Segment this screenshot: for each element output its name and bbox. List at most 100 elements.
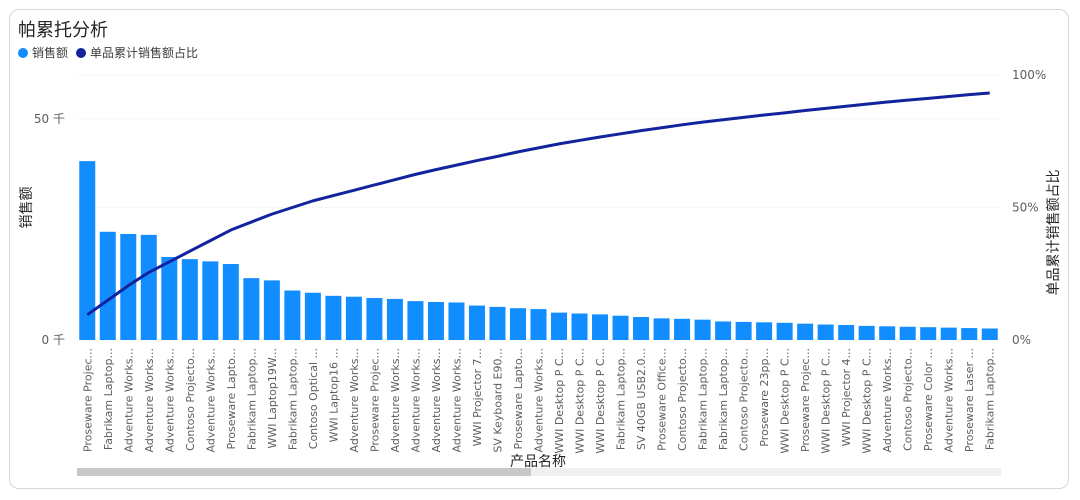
x-tick-label: Proseware Laser ...: [963, 348, 976, 452]
y-axis-title: 销售额: [19, 187, 35, 229]
y-tick-label: 0 千: [42, 333, 65, 347]
bar-sales[interactable]: [920, 327, 937, 340]
y2-tick-label: 100%: [1012, 68, 1046, 82]
bar-sales[interactable]: [366, 298, 383, 340]
bar-sales[interactable]: [345, 296, 362, 340]
x-tick-label: Adventure Works...: [204, 348, 217, 452]
bar-sales[interactable]: [858, 325, 875, 340]
x-tick-label: Fabrikam Laptop...: [102, 348, 115, 450]
x-tick-label: Adventure Works...: [943, 348, 956, 452]
bar-sales[interactable]: [202, 261, 219, 340]
y2-axis-title: 单品累计销售额占比: [1046, 170, 1062, 296]
x-tick-label: Adventure Works...: [430, 348, 443, 452]
bar-sales[interactable]: [243, 278, 260, 340]
legend-marker-sales: [18, 47, 28, 58]
bar-sales[interactable]: [797, 323, 814, 340]
x-tick-label: Proseware 23pp...: [758, 348, 771, 447]
x-tick-label: WWI Projector 4...: [840, 348, 853, 446]
bar-sales[interactable]: [489, 306, 506, 340]
y-tick-label: 50 千: [34, 112, 65, 126]
horizontal-scrollbar[interactable]: [77, 468, 1001, 476]
bar-sales[interactable]: [530, 309, 547, 340]
bar-sales[interactable]: [633, 317, 650, 340]
bar-sales[interactable]: [407, 301, 424, 340]
x-tick-label: Proseware Projec...: [81, 348, 94, 452]
bar-sales[interactable]: [551, 312, 568, 340]
legend-item-cumulative[interactable]: 单品累计销售额占比: [76, 44, 198, 61]
bar-sales[interactable]: [776, 322, 793, 340]
x-tick-label: Proseware Lapto...: [225, 348, 238, 449]
bar-sales[interactable]: [612, 315, 629, 340]
x-axis-title: 产品名称: [510, 454, 566, 470]
bar-sales[interactable]: [304, 292, 321, 340]
bar-sales[interactable]: [756, 322, 773, 340]
x-tick-label: WWI Desktop P C...: [779, 348, 792, 454]
x-tick-label: Adventure Works...: [348, 348, 361, 452]
bar-sales[interactable]: [694, 319, 711, 340]
pareto-chart-card: [9, 9, 1069, 489]
bar-sales[interactable]: [592, 314, 609, 340]
x-tick-label: Adventure Works...: [163, 348, 176, 452]
x-tick-label: Adventure Works...: [881, 348, 894, 452]
x-tick-label: WWI Desktop P C...: [553, 348, 566, 454]
legend-marker-cumulative: [76, 47, 87, 58]
bar-sales[interactable]: [427, 302, 444, 340]
bar-sales[interactable]: [284, 290, 301, 340]
bar-sales[interactable]: [961, 328, 978, 340]
bar-sales[interactable]: [509, 308, 526, 340]
x-tick-label: Adventure Works...: [122, 348, 135, 452]
x-tick-label: Proseware Office...: [656, 348, 669, 451]
x-tick-label: Adventure Works...: [533, 348, 546, 452]
bar-sales[interactable]: [386, 298, 403, 340]
bar-sales[interactable]: [940, 327, 957, 340]
bar-sales[interactable]: [899, 326, 916, 340]
x-tick-label: Contoso Projecto...: [738, 348, 751, 451]
scrollbar-thumb[interactable]: [77, 468, 531, 476]
bar-sales[interactable]: [653, 318, 670, 340]
bar-sales[interactable]: [838, 324, 855, 340]
x-tick-label: SV 40GB USB2.0...: [635, 348, 648, 450]
legend-item-sales[interactable]: 销售额: [18, 44, 68, 61]
x-tick-label: Fabrikam Laptop...: [245, 348, 258, 450]
line-cumulative-share[interactable]: [86, 91, 990, 317]
x-tick-label: WWI Desktop P C...: [820, 348, 833, 454]
x-tick-label: WWI Desktop P C...: [594, 348, 607, 454]
bar-sales[interactable]: [263, 280, 280, 340]
bar-sales[interactable]: [325, 295, 342, 340]
bar-sales[interactable]: [981, 328, 998, 340]
bar-sales[interactable]: [674, 318, 691, 340]
legend-label-cumulative: 单品累计销售额占比: [90, 46, 199, 60]
bar-sales[interactable]: [448, 302, 465, 340]
x-tick-label: Contoso Projecto...: [676, 348, 689, 451]
x-tick-label: WWI Laptop19W...: [266, 348, 279, 448]
x-tick-label: Fabrikam Laptop...: [697, 348, 710, 450]
bar-sales[interactable]: [99, 231, 116, 340]
x-tick-label: SV Keyboard E90...: [491, 348, 504, 453]
x-tick-label: Fabrikam Laptop...: [615, 348, 628, 450]
y2-tick-label: 0%: [1012, 333, 1031, 347]
bar-sales[interactable]: [879, 326, 896, 340]
x-tick-label: Proseware Projec...: [799, 348, 812, 452]
x-tick-label: WWI Desktop P C...: [574, 348, 587, 454]
x-tick-label: Adventure Works...: [409, 348, 422, 452]
bar-sales[interactable]: [817, 324, 834, 340]
x-tick-label: Fabrikam Laptop...: [984, 348, 997, 450]
bar-sales[interactable]: [181, 259, 198, 340]
x-tick-label: Adventure Works...: [143, 348, 156, 452]
x-tick-label: WWI Projector 7...: [471, 348, 484, 446]
bar-sales[interactable]: [140, 234, 157, 340]
bar-sales[interactable]: [222, 264, 239, 340]
legend: 销售额 单品累计销售额占比: [18, 44, 198, 61]
x-tick-label: Fabrikam Laptop...: [286, 348, 299, 450]
x-tick-label: Fabrikam Laptop...: [717, 348, 730, 450]
bar-sales[interactable]: [571, 313, 588, 341]
bar-sales[interactable]: [735, 321, 752, 340]
x-tick-label: WWI Desktop P C...: [861, 348, 874, 454]
bar-sales[interactable]: [161, 256, 178, 340]
bar-sales[interactable]: [468, 305, 485, 340]
bar-sales[interactable]: [79, 161, 96, 340]
bar-sales[interactable]: [715, 321, 732, 340]
x-tick-label: WWI Laptop16 ...: [327, 348, 340, 442]
x-tick-label: Adventure Works...: [389, 348, 402, 452]
